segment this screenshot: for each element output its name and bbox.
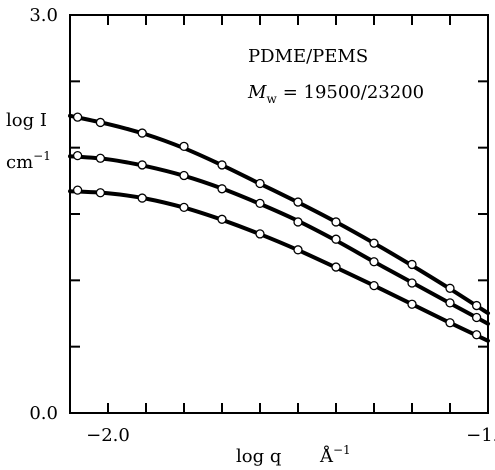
data-point-s2-10 [445, 318, 455, 328]
data-point-s2-8 [369, 280, 379, 291]
x-tick-label-0: −2.0 [86, 425, 130, 446]
data-point-s1-5 [255, 198, 265, 209]
data-point-s0-7 [331, 217, 341, 227]
y-tick-label-0: 0.0 [29, 403, 58, 424]
data-point-s2-6 [293, 245, 303, 255]
data-point-s0-0 [72, 112, 83, 122]
data-point-s1-6 [293, 217, 303, 227]
series-layer [68, 112, 490, 343]
data-point-s2-9 [407, 299, 417, 309]
x-unit-base: Å [319, 445, 334, 467]
data-point-s0-8 [369, 238, 379, 248]
x-tick-label-1: −1.0 [466, 425, 495, 446]
data-point-s0-4 [217, 160, 227, 170]
data-point-s1-9 [407, 278, 417, 288]
annotation-symbol: M [247, 82, 267, 103]
data-point-s1-0 [72, 150, 83, 161]
data-point-s1-4 [217, 184, 227, 194]
data-point-s2-5 [255, 229, 265, 239]
tick-labels: −2.0 −1.0 0.0 3.0 [29, 5, 495, 446]
data-point-s1-2 [137, 160, 147, 170]
data-point-s0-9 [407, 259, 417, 270]
x-unit-exp: −1 [333, 443, 351, 457]
y-tick-label-1: 3.0 [29, 5, 58, 26]
data-point-s0-6 [293, 197, 303, 207]
y-unit-base: cm [6, 152, 33, 173]
data-point-s0-5 [255, 178, 265, 189]
data-point-s1-1 [95, 153, 106, 163]
x-axis-label-var: log q [236, 446, 281, 467]
data-point-s0-3 [179, 141, 189, 151]
data-point-s2-0 [72, 185, 83, 195]
annotation-line1: PDME/PEMS [248, 46, 368, 67]
y-unit-exp: −1 [33, 149, 51, 163]
data-point-s0-11 [471, 300, 482, 311]
data-point-s1-8 [369, 257, 379, 267]
y-axis-label-unit: cm−1 [6, 149, 51, 173]
data-point-s2-2 [137, 193, 147, 203]
data-point-s2-3 [179, 202, 189, 213]
axis-ticks [70, 15, 489, 413]
annotation-line2: Mw = 19500/23200 [247, 82, 424, 106]
data-point-s1-3 [179, 170, 189, 181]
data-point-s2-11 [471, 330, 482, 340]
annotation-value: = 19500/23200 [283, 82, 424, 103]
data-point-s0-1 [95, 117, 106, 128]
data-point-s2-7 [331, 262, 341, 272]
data-point-s2-4 [217, 214, 227, 224]
fit-line-series-0 [68, 113, 490, 316]
y-axis-label-var: log I [6, 110, 47, 131]
data-point-s1-7 [331, 234, 341, 244]
data-point-s0-10 [445, 283, 455, 293]
data-point-s1-10 [445, 298, 455, 308]
data-point-s0-2 [137, 128, 147, 138]
data-point-s2-1 [95, 188, 106, 198]
annotation-subscript: w [266, 92, 277, 106]
x-axis-label-unit: Å−1 [319, 443, 351, 467]
data-point-s1-11 [471, 312, 482, 323]
